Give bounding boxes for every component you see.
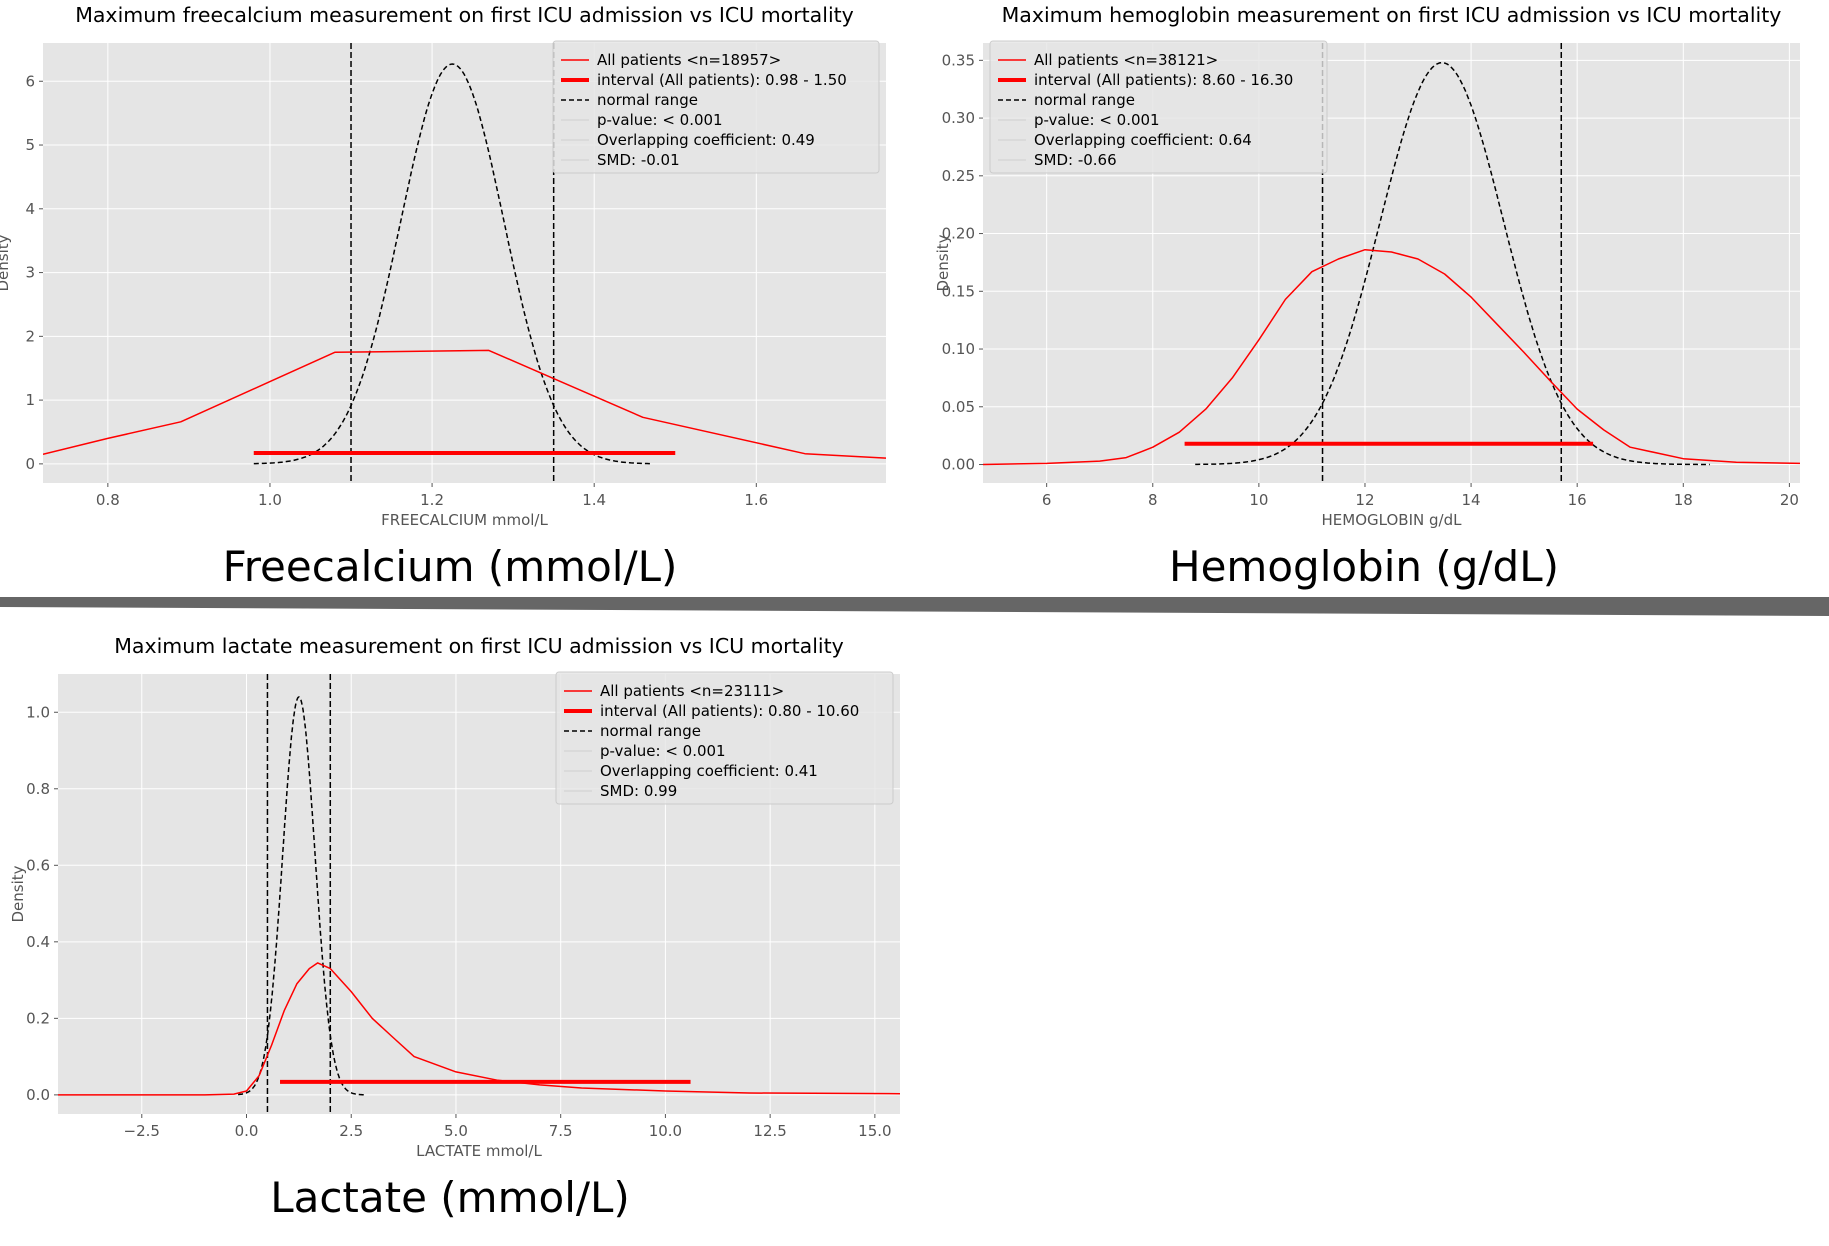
legend-entry: Overlapping coefficient: 0.49 [597, 131, 815, 149]
normal-curve [1195, 61, 1710, 466]
y-tick-label: 0.35 [942, 51, 975, 69]
legend-entry: All patients <n=38121> [1034, 51, 1218, 69]
legend-entry: normal range [597, 91, 698, 109]
x-axis-label: LACTATE mmol/L [416, 1142, 542, 1160]
legend-entry: p-value: < 0.001 [1034, 111, 1160, 129]
chart-title: Maximum lactate measurement on first ICU… [114, 634, 844, 658]
legend-entry: normal range [600, 722, 701, 740]
y-tick-label: 1.0 [26, 703, 50, 721]
hemoglobin-chart: 6 8 10 12 14 16 18 20 0.00 0.05 0.10 0.15 0.20 0.25 0.… [934, 3, 1800, 529]
x-tick-label: 1.0 [258, 491, 282, 509]
y-tick-label: 0.10 [942, 340, 975, 358]
plot-series-group [58, 674, 900, 1114]
legend-entry: All patients <n=23111> [600, 682, 784, 700]
x-tick-label: 2.5 [339, 1122, 363, 1140]
plot-series-group [43, 43, 886, 483]
y-tick-label: 0.0 [26, 1086, 50, 1104]
y-axis-label: Density [9, 865, 27, 922]
x-tick-label: 12.5 [753, 1122, 786, 1140]
y-tick-label: 0.6 [26, 856, 50, 874]
legend-entry: normal range [1034, 91, 1135, 109]
y-tick-label: 2 [25, 327, 35, 345]
legend-entry: Overlapping coefficient: 0.41 [600, 762, 818, 780]
x-tick-label: 1.2 [420, 491, 444, 509]
normal-curve [238, 696, 364, 1096]
x-tick-label: 16 [1568, 491, 1587, 509]
y-tick-label: 0 [25, 455, 35, 473]
legend-box [552, 40, 880, 174]
x-tick-label: 5.0 [444, 1122, 468, 1140]
y-tick-label: 6 [25, 72, 35, 90]
chart-title: Maximum hemoglobin measurement on first … [1002, 3, 1782, 27]
lactate-chart: −2.5 0.0 2.5 5.0 7.5 10.0 12.5 15.0 0.0 0.2 0.4 0.6… [9, 634, 900, 1160]
x-axis-label: FREECALCIUM mmol/L [381, 511, 548, 529]
y-tick-label: 0.00 [942, 456, 975, 474]
y-tick-label: 0.2 [26, 1009, 50, 1027]
freecalcium-chart: 0.8 1.0 1.2 1.4 1.6 0 1 2 3 4 5 6 FREECALCIUM mmol/L… [0, 3, 886, 529]
y-tick-label: 0.25 [942, 167, 975, 185]
legend-entry: interval (All patients): 0.80 - 10.60 [600, 702, 859, 720]
y-tick-label: 0.4 [26, 933, 50, 951]
legend-entry: interval (All patients): 0.98 - 1.50 [597, 71, 847, 89]
freecalcium-caption: Freecalcium (mmol/L) [222, 542, 678, 591]
x-tick-label: 1.4 [582, 491, 606, 509]
section-divider [0, 597, 1829, 616]
y-axis-label: Density [934, 234, 952, 291]
y-tick-label: 0.05 [942, 398, 975, 416]
freecalcium-figure: 0.8 1.0 1.2 1.4 1.6 0 1 2 3 4 5 6 FREECALCIUM mmol/L… [0, 0, 900, 600]
x-tick-label: 12 [1355, 491, 1374, 509]
x-tick-label: 0.8 [96, 491, 120, 509]
y-tick-label: 1 [25, 391, 35, 409]
y-tick-label: 5 [25, 136, 35, 154]
kde-curve-all-patients [43, 349, 886, 459]
legend-entry: SMD: -0.66 [1034, 151, 1117, 169]
legend-box [555, 671, 894, 805]
x-tick-label: 8 [1148, 491, 1158, 509]
x-tick-label: 7.5 [549, 1122, 573, 1140]
x-tick-label: 14 [1462, 491, 1481, 509]
x-axis-label: HEMOGLOBIN g/dL [1322, 511, 1463, 529]
legend-entry: p-value: < 0.001 [597, 111, 723, 129]
y-tick-label: 0.15 [942, 282, 975, 300]
x-tick-label: −2.5 [124, 1122, 160, 1140]
x-tick-label: 20 [1780, 491, 1799, 509]
chart-title: Maximum freecalcium measurement on first… [75, 3, 854, 27]
y-tick-label: 3 [25, 264, 35, 282]
y-tick-label: 4 [25, 200, 35, 218]
kde-curve-all-patients [58, 962, 900, 1096]
hemoglobin-caption: Hemoglobin (g/dL) [1169, 542, 1559, 591]
x-tick-label: 1.6 [744, 491, 768, 509]
y-axis-label: Density [0, 234, 12, 291]
legend-entry: SMD: 0.99 [600, 782, 677, 800]
x-tick-label: 15.0 [858, 1122, 891, 1140]
kde-curve-all-patients [983, 248, 1800, 466]
x-tick-label: 10 [1249, 491, 1268, 509]
legend-entry: p-value: < 0.001 [600, 742, 726, 760]
y-tick-label: 0.8 [26, 780, 50, 798]
x-tick-label: 0.0 [235, 1122, 259, 1140]
hemoglobin-figure: 6 8 10 12 14 16 18 20 0.00 0.05 0.10 0.15 0.20 0.25 0.… [914, 0, 1814, 600]
divider-bar [0, 597, 1829, 616]
y-tick-label: 0.30 [942, 109, 975, 127]
legend-entry: Overlapping coefficient: 0.64 [1034, 131, 1252, 149]
legend-entry: SMD: -0.01 [597, 151, 680, 169]
lactate-figure: −2.5 0.0 2.5 5.0 7.5 10.0 12.5 15.0 0.0 0.2 0.4 0.6… [0, 620, 900, 1222]
x-tick-label: 18 [1674, 491, 1693, 509]
legend-entry: interval (All patients): 8.60 - 16.30 [1034, 71, 1293, 89]
x-tick-label: 6 [1042, 491, 1052, 509]
y-tick-label: 0.20 [942, 225, 975, 243]
legend-entry: All patients <n=18957> [597, 51, 781, 69]
normal-curve [253, 63, 651, 465]
lactate-caption: Lactate (mmol/L) [270, 1173, 630, 1222]
x-tick-label: 10.0 [649, 1122, 682, 1140]
legend-box [989, 40, 1328, 174]
